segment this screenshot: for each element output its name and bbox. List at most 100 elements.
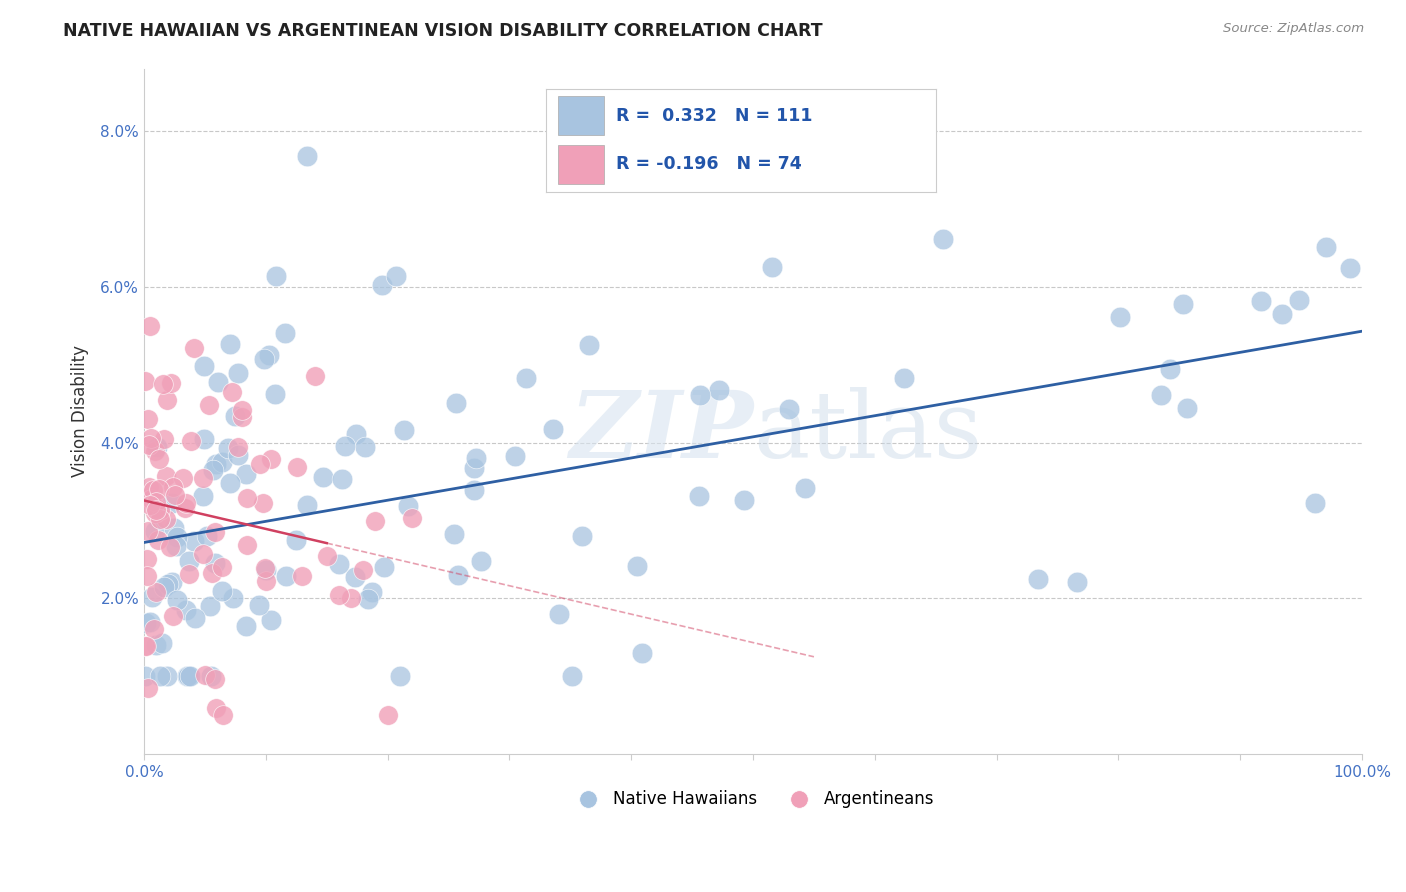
Point bbox=[333, 439, 356, 453]
Point bbox=[211, 708, 233, 723]
Point bbox=[688, 489, 710, 503]
Y-axis label: Vision Disability: Vision Disability bbox=[72, 345, 89, 477]
Point bbox=[443, 526, 465, 541]
Point bbox=[291, 569, 314, 583]
Point bbox=[259, 348, 281, 362]
Point bbox=[134, 669, 156, 683]
Point bbox=[222, 591, 245, 606]
Point bbox=[156, 393, 179, 408]
Point bbox=[138, 524, 160, 538]
Point bbox=[142, 483, 165, 498]
Point bbox=[236, 538, 259, 552]
Point bbox=[134, 374, 156, 388]
Point bbox=[264, 268, 287, 283]
Point bbox=[148, 452, 170, 467]
Point bbox=[284, 533, 307, 547]
Point bbox=[1288, 293, 1310, 307]
Point bbox=[139, 431, 162, 445]
Point bbox=[201, 566, 224, 580]
Text: ZIP: ZIP bbox=[569, 387, 754, 477]
Point bbox=[328, 588, 350, 602]
Text: atlas: atlas bbox=[754, 387, 983, 477]
Point bbox=[138, 615, 160, 629]
Point bbox=[145, 495, 167, 509]
Point bbox=[1315, 240, 1337, 254]
Point bbox=[205, 701, 228, 715]
Point bbox=[149, 669, 172, 683]
Point bbox=[145, 638, 167, 652]
Point bbox=[139, 491, 162, 506]
Point bbox=[211, 583, 233, 598]
Point bbox=[252, 496, 274, 510]
Point bbox=[141, 590, 163, 604]
Point bbox=[1066, 574, 1088, 589]
Point bbox=[148, 483, 170, 497]
Point bbox=[254, 563, 277, 577]
Point bbox=[401, 511, 423, 525]
Point bbox=[172, 471, 194, 485]
Point bbox=[149, 503, 172, 517]
Point bbox=[373, 560, 395, 574]
Point bbox=[352, 563, 374, 577]
Point bbox=[312, 470, 335, 484]
Point bbox=[159, 376, 181, 390]
Point bbox=[191, 489, 214, 503]
Point bbox=[226, 366, 249, 380]
Point bbox=[202, 463, 225, 477]
Point bbox=[340, 591, 363, 605]
Point bbox=[145, 501, 167, 516]
Point bbox=[198, 599, 221, 613]
Text: NATIVE HAWAIIAN VS ARGENTINEAN VISION DISABILITY CORRELATION CHART: NATIVE HAWAIIAN VS ARGENTINEAN VISION DI… bbox=[63, 22, 823, 40]
Point bbox=[136, 681, 159, 696]
Point bbox=[152, 580, 174, 594]
Point bbox=[571, 529, 593, 543]
Point bbox=[356, 591, 378, 606]
Point bbox=[138, 318, 160, 333]
Point bbox=[176, 669, 198, 683]
Point bbox=[330, 472, 353, 486]
Point bbox=[155, 669, 177, 683]
Point bbox=[211, 560, 233, 574]
Point bbox=[200, 669, 222, 683]
Point bbox=[145, 585, 167, 599]
Point bbox=[235, 491, 257, 505]
Point bbox=[153, 432, 176, 446]
Point bbox=[136, 569, 159, 583]
Point bbox=[315, 549, 337, 563]
Point bbox=[139, 499, 162, 513]
Point bbox=[146, 440, 169, 454]
Point bbox=[249, 457, 271, 471]
Point bbox=[295, 149, 318, 163]
Point bbox=[135, 639, 157, 653]
Point bbox=[217, 442, 239, 456]
Point bbox=[148, 533, 170, 547]
Point bbox=[541, 422, 564, 436]
Point bbox=[221, 384, 243, 399]
Point bbox=[145, 503, 167, 517]
Point bbox=[219, 476, 242, 491]
Point bbox=[143, 443, 166, 458]
Point bbox=[260, 613, 283, 627]
Point bbox=[463, 461, 485, 475]
Point bbox=[179, 566, 201, 581]
Point bbox=[179, 554, 201, 568]
Point bbox=[328, 557, 350, 571]
Point bbox=[138, 480, 160, 494]
Point bbox=[547, 607, 569, 622]
Point bbox=[778, 401, 800, 416]
Point bbox=[136, 552, 159, 566]
Point bbox=[354, 440, 377, 454]
Point bbox=[150, 635, 173, 649]
Point bbox=[143, 623, 166, 637]
Point bbox=[162, 609, 184, 624]
Point bbox=[384, 268, 406, 283]
Point bbox=[247, 598, 270, 612]
Point bbox=[211, 455, 233, 469]
Point bbox=[253, 351, 276, 366]
Point bbox=[204, 556, 226, 570]
Point bbox=[231, 409, 253, 424]
Point bbox=[162, 575, 184, 590]
Point bbox=[364, 515, 387, 529]
Point bbox=[515, 370, 537, 384]
Point bbox=[204, 457, 226, 471]
